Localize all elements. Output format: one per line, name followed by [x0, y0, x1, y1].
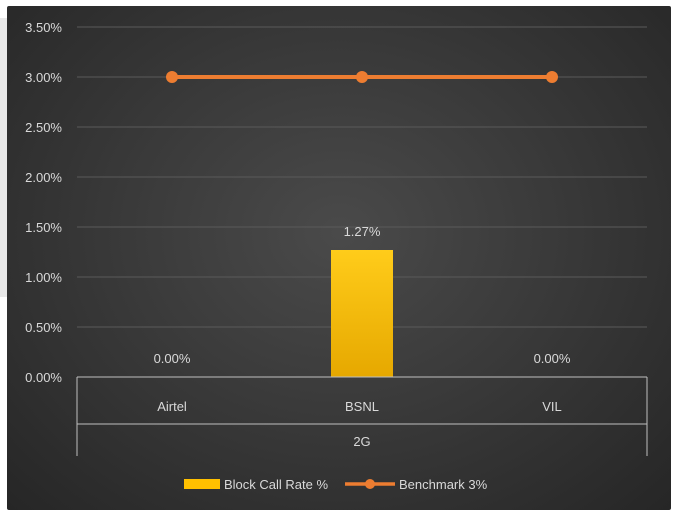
left-edge-band: [0, 18, 7, 297]
y-tick-label: 2.00%: [25, 170, 62, 185]
x-tick-label: VIL: [542, 399, 562, 414]
y-tick-label: 3.00%: [25, 70, 62, 85]
legend-swatch-marker: [365, 479, 375, 489]
x-tick-label: BSNL: [345, 399, 379, 414]
y-tick-label: 1.00%: [25, 270, 62, 285]
x-tick-label: Airtel: [157, 399, 187, 414]
legend-swatch-bar: [184, 479, 220, 489]
x-group-label: 2G: [353, 434, 370, 449]
y-tick-label: 3.50%: [25, 20, 62, 35]
chart-area: 0.00% 0.50% 1.00% 1.50% 2.00% 2.50% 3.00% 3.50%…: [7, 6, 671, 510]
benchmark-point: [356, 71, 368, 83]
benchmark-point: [546, 71, 558, 83]
bar: [331, 250, 393, 377]
y-tick-label: 2.50%: [25, 120, 62, 135]
bar-data-label: 1.27%: [344, 224, 381, 239]
legend-label-line: Benchmark 3%: [399, 477, 488, 492]
bar-data-label: 0.00%: [154, 351, 191, 366]
y-tick-label: 1.50%: [25, 220, 62, 235]
bar-data-label: 0.00%: [534, 351, 571, 366]
y-tick-label: 0.00%: [25, 370, 62, 385]
legend-label-bar: Block Call Rate %: [224, 477, 328, 492]
chart-svg: 0.00% 0.50% 1.00% 1.50% 2.00% 2.50% 3.00% 3.50%…: [25, 20, 648, 492]
benchmark-point: [166, 71, 178, 83]
y-tick-label: 0.50%: [25, 320, 62, 335]
